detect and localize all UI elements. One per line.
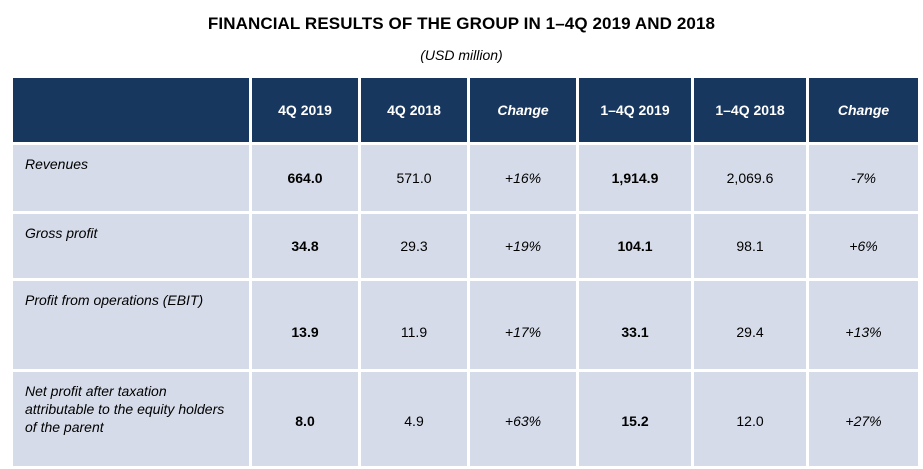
cell-change-year: +6% (806, 211, 921, 281)
row-label: Gross profit (10, 211, 252, 281)
cell-change-quarter: +17% (467, 278, 579, 372)
financial-results-table: 4Q 2019 4Q 2018 Change 1–4Q 2019 1–4Q 20… (10, 75, 921, 469)
header-cell-label (10, 75, 252, 145)
cell-1-4q-2018: 29.4 (691, 278, 809, 372)
header-cell-change-quarter: Change (467, 75, 579, 145)
cell-4q-2018: 571.0 (358, 142, 470, 214)
document-title: FINANCIAL RESULTS OF THE GROUP IN 1–4Q 2… (207, 14, 716, 33)
cell-4q-2019: 13.9 (249, 278, 361, 372)
header-cell-change-year: Change (806, 75, 921, 145)
cell-change-year: -7% (806, 142, 921, 214)
table-row: Revenues 664.0 571.0 +16% 1,914.9 2,069.… (10, 142, 921, 214)
document-subtitle: (USD million) (420, 47, 503, 63)
header-cell-1-4q-2018: 1–4Q 2018 (691, 75, 809, 145)
cell-1-4q-2019: 33.1 (576, 278, 694, 372)
header-cell-4q-2018: 4Q 2018 (358, 75, 470, 145)
cell-1-4q-2018: 2,069.6 (691, 142, 809, 214)
cell-change-quarter: +63% (467, 369, 579, 469)
cell-4q-2018: 29.3 (358, 211, 470, 281)
table-row: Net profit after taxation attributable t… (10, 369, 921, 469)
row-label: Net profit after taxation attributable t… (10, 369, 252, 469)
cell-change-quarter: +16% (467, 142, 579, 214)
cell-change-year: +27% (806, 369, 921, 469)
table-row: Profit from operations (EBIT) 13.9 11.9 … (10, 278, 921, 372)
cell-4q-2019: 8.0 (249, 369, 361, 469)
cell-1-4q-2019: 1,914.9 (576, 142, 694, 214)
cell-change-quarter: +19% (467, 211, 579, 281)
table-row: Gross profit 34.8 29.3 +19% 104.1 98.1 +… (10, 211, 921, 281)
cell-change-year: +13% (806, 278, 921, 372)
cell-1-4q-2018: 98.1 (691, 211, 809, 281)
cell-4q-2018: 11.9 (358, 278, 470, 372)
header-cell-1-4q-2019: 1–4Q 2019 (576, 75, 694, 145)
cell-4q-2019: 664.0 (249, 142, 361, 214)
cell-4q-2019: 34.8 (249, 211, 361, 281)
table-header-row: 4Q 2019 4Q 2018 Change 1–4Q 2019 1–4Q 20… (10, 75, 921, 145)
header-cell-4q-2019: 4Q 2019 (249, 75, 361, 145)
cell-4q-2018: 4.9 (358, 369, 470, 469)
row-label: Profit from operations (EBIT) (10, 278, 252, 372)
cell-1-4q-2019: 104.1 (576, 211, 694, 281)
row-label: Revenues (10, 142, 252, 214)
cell-1-4q-2019: 15.2 (576, 369, 694, 469)
cell-1-4q-2018: 12.0 (691, 369, 809, 469)
